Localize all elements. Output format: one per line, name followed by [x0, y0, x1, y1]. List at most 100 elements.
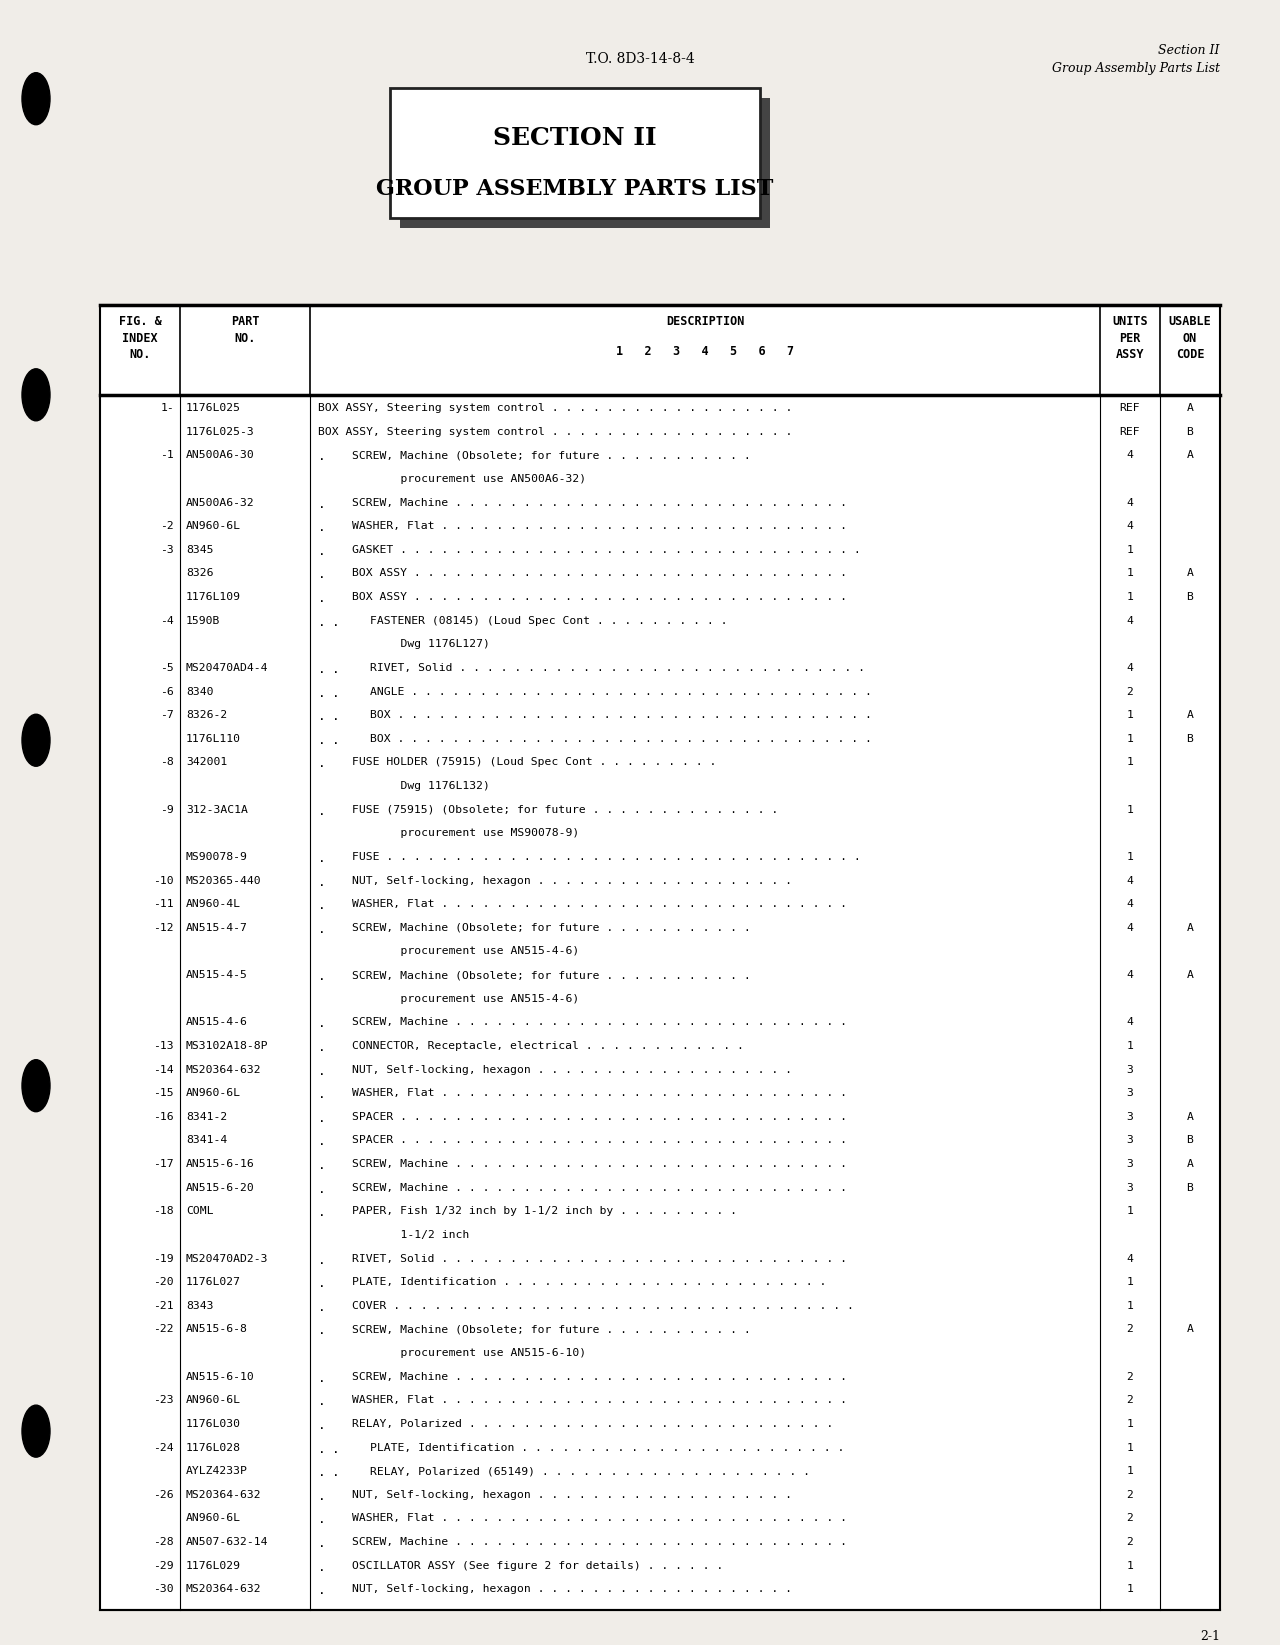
Text: .: .: [317, 1183, 325, 1196]
Text: .: .: [317, 900, 325, 913]
Text: 4: 4: [1126, 900, 1133, 910]
Text: -14: -14: [154, 1064, 174, 1074]
Text: BOX . . . . . . . . . . . . . . . . . . . . . . . . . . . . . . . . . . .: BOX . . . . . . . . . . . . . . . . . . …: [370, 711, 872, 721]
Text: AN960-6L: AN960-6L: [186, 1513, 241, 1523]
Text: SPACER . . . . . . . . . . . . . . . . . . . . . . . . . . . . . . . . .: SPACER . . . . . . . . . . . . . . . . .…: [352, 1112, 847, 1122]
Text: 2: 2: [1126, 1536, 1133, 1546]
Text: .: .: [317, 711, 325, 724]
Text: -16: -16: [154, 1112, 174, 1122]
Text: REF: REF: [1120, 403, 1140, 413]
Text: AN500A6-30: AN500A6-30: [186, 451, 255, 461]
Text: 2: 2: [1126, 1490, 1133, 1500]
Text: 3: 3: [1126, 1135, 1133, 1145]
Text: 2-1: 2-1: [1201, 1630, 1220, 1643]
Text: MS20470AD2-3: MS20470AD2-3: [186, 1253, 269, 1263]
Text: procurement use AN500A6-32): procurement use AN500A6-32): [317, 474, 586, 484]
Text: -5: -5: [160, 663, 174, 673]
Text: .: .: [332, 1443, 339, 1456]
Text: A: A: [1187, 451, 1193, 461]
Text: MS20364-632: MS20364-632: [186, 1064, 261, 1074]
Text: MS20365-440: MS20365-440: [186, 875, 261, 885]
Text: A: A: [1187, 971, 1193, 980]
Text: SCREW, Machine . . . . . . . . . . . . . . . . . . . . . . . . . . . . .: SCREW, Machine . . . . . . . . . . . . .…: [352, 1536, 847, 1546]
Text: BOX ASSY . . . . . . . . . . . . . . . . . . . . . . . . . . . . . . . .: BOX ASSY . . . . . . . . . . . . . . . .…: [352, 592, 847, 602]
Text: 342001: 342001: [186, 757, 228, 768]
Text: -19: -19: [154, 1253, 174, 1263]
Text: UNITS
PER
ASSY: UNITS PER ASSY: [1112, 314, 1148, 360]
Text: BOX ASSY, Steering system control . . . . . . . . . . . . . . . . . .: BOX ASSY, Steering system control . . . …: [317, 403, 792, 413]
Text: -30: -30: [154, 1584, 174, 1594]
Text: -28: -28: [154, 1536, 174, 1546]
Text: .: .: [332, 1466, 339, 1479]
Text: 1: 1: [1126, 1277, 1133, 1288]
Text: PAPER, Fish 1/32 inch by 1-1/2 inch by . . . . . . . . .: PAPER, Fish 1/32 inch by 1-1/2 inch by .…: [352, 1206, 737, 1216]
Text: FIG. &
INDEX
NO.: FIG. & INDEX NO.: [119, 314, 161, 360]
Text: WASHER, Flat . . . . . . . . . . . . . . . . . . . . . . . . . . . . . .: WASHER, Flat . . . . . . . . . . . . . .…: [352, 1513, 847, 1523]
Text: 4: 4: [1126, 875, 1133, 885]
Text: NUT, Self-locking, hexagon . . . . . . . . . . . . . . . . . . .: NUT, Self-locking, hexagon . . . . . . .…: [352, 1064, 792, 1074]
Text: 3: 3: [1126, 1160, 1133, 1170]
Text: -23: -23: [154, 1395, 174, 1405]
Text: REF: REF: [1120, 426, 1140, 436]
Text: .: .: [317, 1372, 325, 1385]
Text: A: A: [1187, 569, 1193, 579]
Text: 1: 1: [1126, 1420, 1133, 1430]
Text: .: .: [317, 1206, 325, 1219]
Text: 1176L028: 1176L028: [186, 1443, 241, 1453]
Text: COML: COML: [186, 1206, 214, 1216]
Text: 1176L109: 1176L109: [186, 592, 241, 602]
Bar: [399, 99, 771, 229]
Text: FASTENER (08145) (Loud Spec Cont . . . . . . . . . .: FASTENER (08145) (Loud Spec Cont . . . .…: [370, 615, 727, 625]
Bar: [390, 87, 760, 219]
Text: B: B: [1187, 1135, 1193, 1145]
Text: 4: 4: [1126, 1253, 1133, 1263]
Text: COVER . . . . . . . . . . . . . . . . . . . . . . . . . . . . . . . . . .: COVER . . . . . . . . . . . . . . . . . …: [352, 1301, 854, 1311]
Text: .: .: [317, 1324, 325, 1337]
Text: .: .: [317, 1135, 325, 1148]
Text: .: .: [317, 1112, 325, 1125]
Text: 2: 2: [1126, 686, 1133, 696]
Text: Group Assembly Parts List: Group Assembly Parts List: [1052, 63, 1220, 76]
Text: .: .: [317, 1017, 325, 1030]
Text: 4: 4: [1126, 521, 1133, 531]
Text: RIVET, Solid . . . . . . . . . . . . . . . . . . . . . . . . . . . . . .: RIVET, Solid . . . . . . . . . . . . . .…: [352, 1253, 847, 1263]
Text: 8326: 8326: [186, 569, 214, 579]
Text: -9: -9: [160, 804, 174, 814]
Text: 1: 1: [1126, 592, 1133, 602]
Text: -13: -13: [154, 1041, 174, 1051]
Text: 1: 1: [1126, 544, 1133, 554]
Text: AN960-6L: AN960-6L: [186, 1395, 241, 1405]
Text: SCREW, Machine . . . . . . . . . . . . . . . . . . . . . . . . . . . . .: SCREW, Machine . . . . . . . . . . . . .…: [352, 497, 847, 508]
Text: .: .: [317, 757, 325, 770]
Text: FUSE . . . . . . . . . . . . . . . . . . . . . . . . . . . . . . . . . . .: FUSE . . . . . . . . . . . . . . . . . .…: [352, 852, 860, 862]
Text: A: A: [1187, 403, 1193, 413]
Text: .: .: [332, 734, 339, 747]
Text: 1: 1: [1126, 1041, 1133, 1051]
Text: NUT, Self-locking, hexagon . . . . . . . . . . . . . . . . . . .: NUT, Self-locking, hexagon . . . . . . .…: [352, 1584, 792, 1594]
Text: .: .: [317, 1301, 325, 1314]
Text: WASHER, Flat . . . . . . . . . . . . . . . . . . . . . . . . . . . . . .: WASHER, Flat . . . . . . . . . . . . . .…: [352, 900, 847, 910]
Text: B: B: [1187, 592, 1193, 602]
Text: MS20364-632: MS20364-632: [186, 1584, 261, 1594]
Bar: [100, 304, 1220, 1610]
Text: .: .: [332, 663, 339, 676]
Text: OSCILLATOR ASSY (See figure 2 for details) . . . . . .: OSCILLATOR ASSY (See figure 2 for detail…: [352, 1561, 723, 1571]
Text: 1176L030: 1176L030: [186, 1420, 241, 1430]
Ellipse shape: [22, 1405, 50, 1457]
Text: procurement use AN515-6-10): procurement use AN515-6-10): [317, 1349, 586, 1359]
Text: RELAY, Polarized . . . . . . . . . . . . . . . . . . . . . . . . . . .: RELAY, Polarized . . . . . . . . . . . .…: [352, 1420, 833, 1430]
Text: AYLZ4233P: AYLZ4233P: [186, 1466, 248, 1476]
Text: -26: -26: [154, 1490, 174, 1500]
Text: NUT, Self-locking, hexagon . . . . . . . . . . . . . . . . . . .: NUT, Self-locking, hexagon . . . . . . .…: [352, 875, 792, 885]
Text: 4: 4: [1126, 1017, 1133, 1028]
Text: 312-3AC1A: 312-3AC1A: [186, 804, 248, 814]
Text: .: .: [332, 711, 339, 724]
Text: 3: 3: [1126, 1064, 1133, 1074]
Text: .: .: [317, 1277, 325, 1290]
Text: NUT, Self-locking, hexagon . . . . . . . . . . . . . . . . . . .: NUT, Self-locking, hexagon . . . . . . .…: [352, 1490, 792, 1500]
Text: SCREW, Machine (Obsolete; for future . . . . . . . . . . .: SCREW, Machine (Obsolete; for future . .…: [352, 971, 751, 980]
Text: MS20470AD4-4: MS20470AD4-4: [186, 663, 269, 673]
Text: .: .: [317, 1041, 325, 1054]
Text: ANGLE . . . . . . . . . . . . . . . . . . . . . . . . . . . . . . . . . .: ANGLE . . . . . . . . . . . . . . . . . …: [370, 686, 872, 696]
Text: AN960-6L: AN960-6L: [186, 521, 241, 531]
